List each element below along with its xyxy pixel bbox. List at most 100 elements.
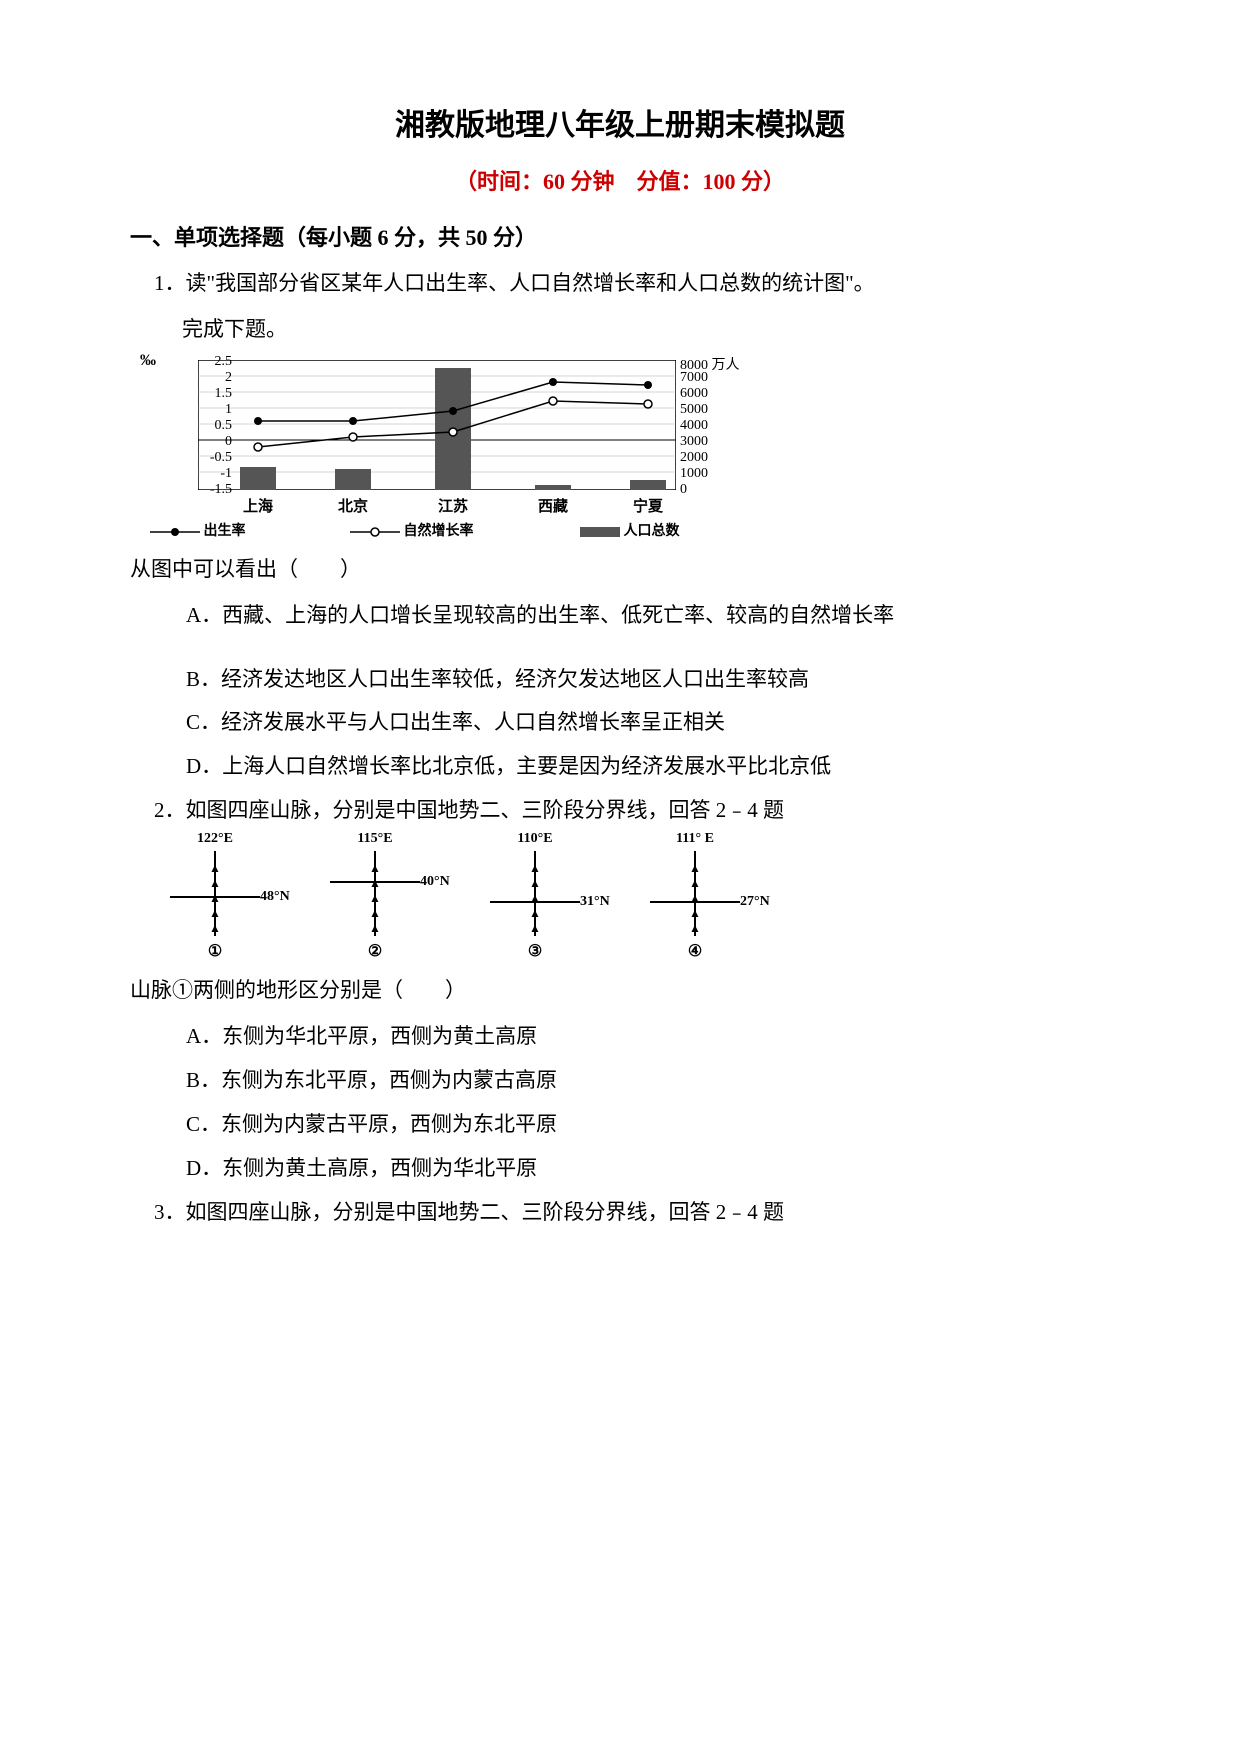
peak-icon: ▲ — [209, 921, 221, 936]
birth-pt — [449, 407, 457, 415]
peak-icon: ▲ — [209, 906, 221, 921]
percent-label: ‰ — [140, 352, 156, 370]
growth-pt — [254, 443, 262, 451]
peak-icon: ▲ — [689, 906, 701, 921]
mountain-4: 111° E 27°N ▲ ▲ ▲ ▲ ▲ ④ — [640, 841, 750, 961]
legend-growth-label: 自然增长率 — [404, 524, 474, 539]
q1-option-b: B．经济发达地区人口出生率较低，经济欠发达地区人口出生率较高 — [130, 660, 1110, 700]
q1-option-c: C．经济发展水平与人口出生率、人口自然增长率呈正相关 — [130, 703, 1110, 743]
m-lon: 122°E — [197, 831, 233, 847]
subtitle-time-unit: 分钟 — [565, 169, 615, 194]
yr: 5000 — [680, 402, 760, 418]
chart1-svg — [198, 360, 676, 490]
q1-followup: 从图中可以看出（ ） — [130, 550, 1110, 590]
peak-icon: ▲ — [209, 861, 221, 876]
m-num: ③ — [528, 941, 542, 961]
yl: 0 — [182, 434, 232, 450]
m-num: ④ — [688, 941, 702, 961]
q2-followup: 山脉①两侧的地形区分别是（ ） — [130, 971, 1110, 1011]
xl: 西藏 — [538, 495, 568, 516]
peak-icon: ▲ — [529, 861, 541, 876]
birth-pt — [549, 378, 557, 386]
bar-shanghai — [240, 467, 276, 490]
q3-body: 如图四座山脉，分别是中国地势二、三阶段分界线，回答 2﹣4 题 — [186, 1200, 785, 1224]
q2-option-c: C．东侧为内蒙古平原，西侧为东北平原 — [130, 1105, 1110, 1145]
legend-pop: 人口总数 — [580, 520, 680, 540]
yr: 2000 — [680, 450, 760, 466]
yr: 3000 — [680, 434, 760, 450]
peak-icon: ▲ — [369, 861, 381, 876]
q2-text: 2．如图四座山脉，分别是中国地势二、三阶段分界线，回答 2﹣4 题 — [130, 791, 1110, 831]
q2-option-a: A．东侧为华北平原，西侧为黄土高原 — [130, 1017, 1110, 1057]
peak-icon: ▲ — [369, 891, 381, 906]
peak-icon: ▲ — [689, 891, 701, 906]
subtitle-sep: 分值： — [615, 169, 703, 194]
bar-beijing — [335, 469, 371, 490]
q2-body: 如图四座山脉，分别是中国地势二、三阶段分界线，回答 2﹣4 题 — [186, 798, 785, 822]
legend-growth: 自然增长率 — [350, 520, 474, 540]
m-num: ② — [368, 941, 382, 961]
m-lat: 40°N — [420, 874, 450, 890]
section-header: 一、单项选择题（每小题 6 分，共 50 分） — [130, 220, 1110, 252]
m-lat: 31°N — [580, 894, 610, 910]
birth-pt — [349, 417, 357, 425]
yr: 4000 — [680, 418, 760, 434]
yr: 6000 — [680, 386, 760, 402]
q2-option-d: D．东侧为黄土高原，西侧为华北平原 — [130, 1149, 1110, 1189]
peak-icon: ▲ — [369, 876, 381, 891]
m-lon: 115°E — [357, 831, 392, 847]
subtitle-time: 60 — [543, 169, 565, 194]
peak-icon: ▲ — [209, 891, 221, 906]
subtitle: （时间：60 分钟 分值：100 分） — [130, 164, 1110, 196]
legend-birth-label: 出生率 — [204, 524, 246, 539]
q1-text: 1．读"我国部分省区某年人口出生率、人口自然增长率和人口总数的统计图"。 — [130, 264, 1110, 304]
subtitle-prefix: （时间： — [455, 169, 543, 194]
q2-option-b: B．东侧为东北平原，西侧为内蒙古高原 — [130, 1061, 1110, 1101]
peak-icon: ▲ — [689, 876, 701, 891]
peak-icon: ▲ — [529, 891, 541, 906]
legend-birth: 出生率 — [150, 520, 246, 540]
mountain-3: 110°E 31°N ▲ ▲ ▲ ▲ ▲ ③ — [480, 841, 590, 961]
q3-num: 3． — [154, 1200, 186, 1224]
bar-ningxia — [630, 480, 666, 490]
peak-icon: ▲ — [369, 906, 381, 921]
yl: 0.5 — [182, 418, 232, 434]
xl: 江苏 — [438, 495, 468, 516]
legend-pop-label: 人口总数 — [624, 524, 680, 539]
birth-pt — [254, 417, 262, 425]
yl: -1.5 — [182, 482, 232, 498]
peak-icon: ▲ — [529, 921, 541, 936]
yl: 1 — [182, 402, 232, 418]
growth-pt — [349, 433, 357, 441]
peak-icon: ▲ — [529, 876, 541, 891]
yl: 1.5 — [182, 386, 232, 402]
q1-num: 1． — [154, 271, 186, 295]
mountain-2: 115°E 40°N ▲ ▲ ▲ ▲ ▲ ② — [320, 841, 430, 961]
growth-pt — [449, 428, 457, 436]
yl: 2 — [182, 370, 232, 386]
q3-text: 3．如图四座山脉，分别是中国地势二、三阶段分界线，回答 2﹣4 题 — [130, 1193, 1110, 1233]
subtitle-score: 100 — [703, 169, 736, 194]
m-num: ① — [208, 941, 222, 961]
mountains: 122°E 48°N ▲ ▲ ▲ ▲ ▲ ① 115°E 40°N ▲ ▲ ▲ … — [160, 841, 1110, 961]
mountain-1: 122°E 48°N ▲ ▲ ▲ ▲ ▲ ① — [160, 841, 270, 961]
q2-num: 2． — [154, 798, 186, 822]
m-lat: 27°N — [740, 894, 770, 910]
q1-option-d: D．上海人口自然增长率比北京低，主要是因为经济发展水平比北京低 — [130, 747, 1110, 787]
m-lon: 111° E — [676, 831, 714, 847]
xl: 宁夏 — [633, 495, 663, 516]
peak-icon: ▲ — [689, 861, 701, 876]
yr: 0 — [680, 482, 760, 498]
peak-icon: ▲ — [369, 921, 381, 936]
bar-xizang — [535, 485, 571, 490]
m-lon: 110°E — [517, 831, 552, 847]
birth-pt — [644, 381, 652, 389]
m-lat: 48°N — [260, 889, 290, 905]
xl: 上海 — [243, 495, 273, 516]
yr: 1000 — [680, 466, 760, 482]
yr: 7000 — [680, 370, 760, 386]
q1-body: 读"我国部分省区某年人口出生率、人口自然增长率和人口总数的统计图"。 — [186, 271, 875, 295]
q1-text2: 完成下题。 — [130, 310, 1110, 350]
yl: -1 — [182, 466, 232, 482]
xl: 北京 — [338, 495, 368, 516]
